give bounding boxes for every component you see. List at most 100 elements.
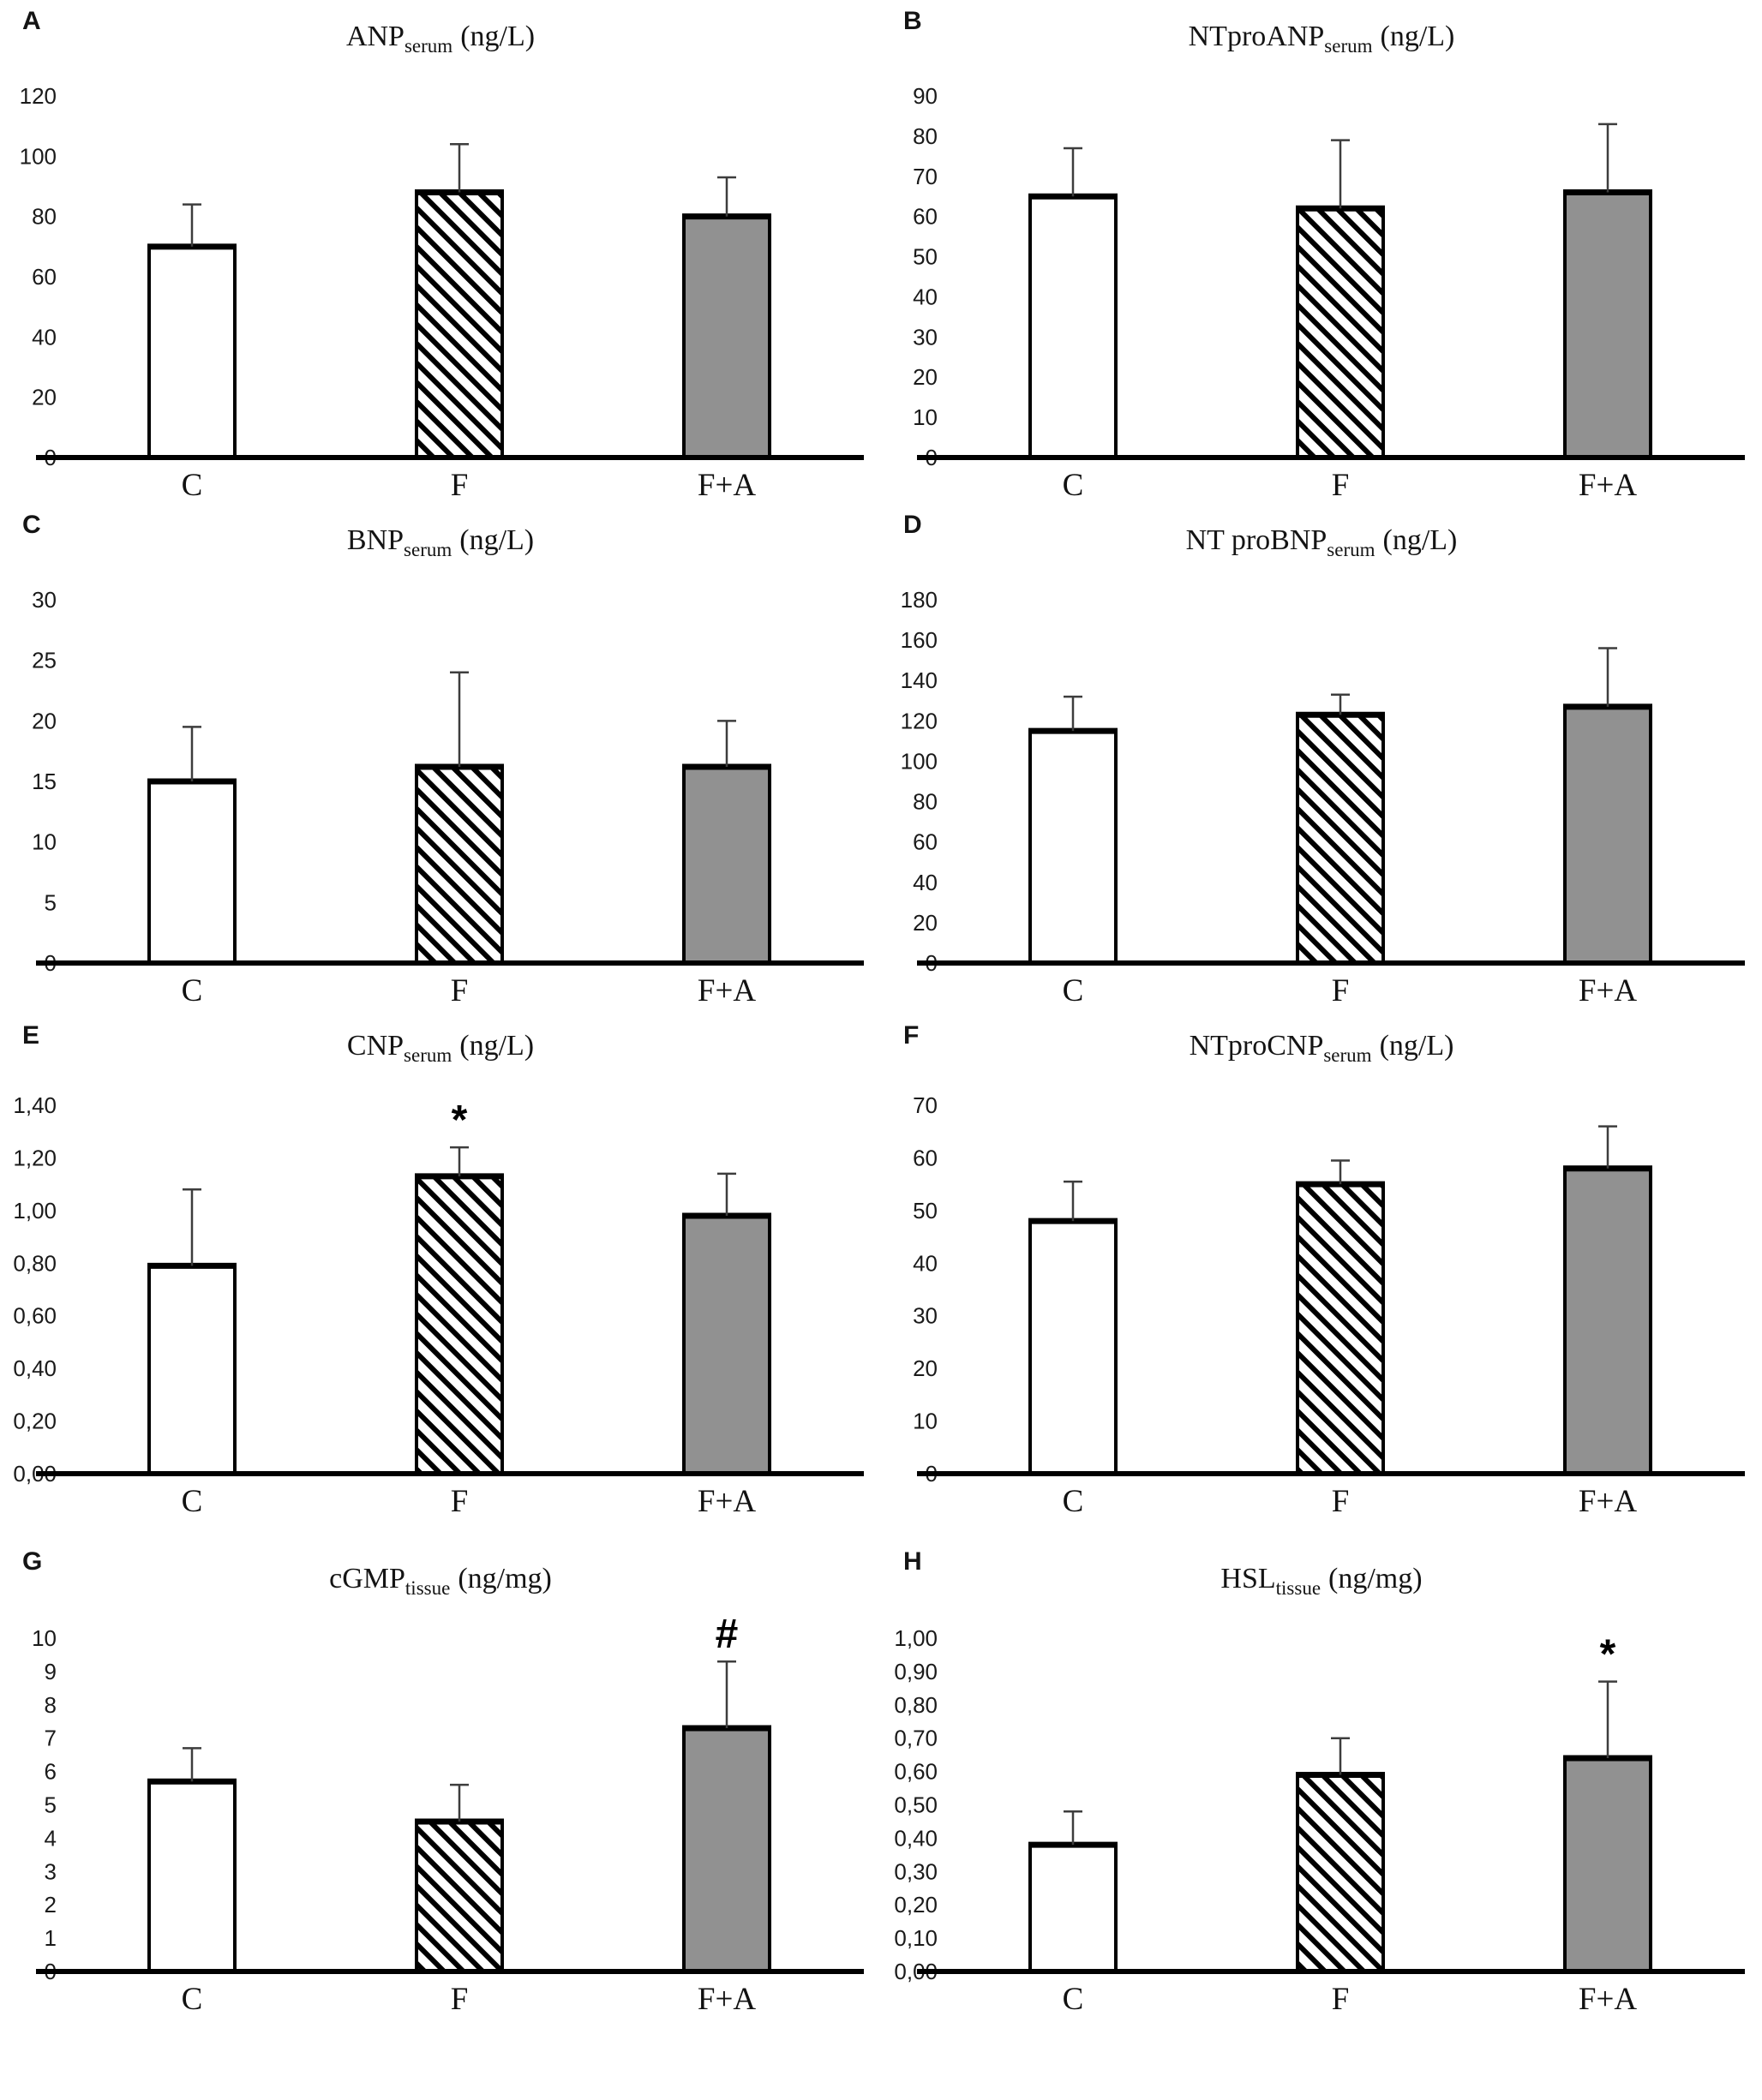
chart-title: NTproANPserum (ng/L) bbox=[1189, 21, 1455, 56]
y-tick-label: 60 bbox=[913, 204, 938, 230]
chart-title-bar: BNPserum (ng/L) bbox=[0, 504, 881, 560]
y-tick-label: 0,20 bbox=[894, 1892, 938, 1918]
bar-C bbox=[1028, 194, 1118, 459]
chart-title: cGMPtissue (ng/mg) bbox=[329, 1563, 552, 1598]
chart-title-bar: NT proBNPserum (ng/L) bbox=[881, 504, 1762, 560]
x-axis-label: C bbox=[182, 1484, 203, 1519]
panel-H: H HSLtissue (ng/mg) 1,00 0,90 0,80 0,70 0,60 0… bbox=[881, 1520, 1762, 2100]
y-tick-label: 7 bbox=[45, 1726, 57, 1751]
y-tick-label: 70 bbox=[913, 1092, 938, 1118]
y-tick-label: 0,20 bbox=[13, 1409, 57, 1434]
panel-letter: A bbox=[22, 7, 41, 35]
x-axis-label: F bbox=[451, 1484, 469, 1519]
y-tick-label: 40 bbox=[913, 870, 938, 895]
bar-chart: 180160140120100806040200CFF+A bbox=[901, 587, 1745, 1008]
bar-chart: 1,401,201,000,800,600,400,200,00C F F+A* bbox=[13, 1092, 864, 1519]
y-tick-label: 70 bbox=[913, 164, 938, 189]
panel-letter: H bbox=[903, 1547, 922, 1576]
chart-title: ANPserum (ng/L) bbox=[346, 21, 535, 56]
x-axis-label: C bbox=[1063, 1982, 1084, 2017]
panel-B: B NTproANPserum (ng/L) 90 80 70 60 50 40 30 20 10… bbox=[881, 0, 1762, 504]
y-tick-label: 0,30 bbox=[894, 1858, 938, 1884]
y-tick-label: 10 bbox=[913, 404, 938, 430]
x-axis-label: F+A bbox=[698, 973, 756, 1008]
title-unit: (ng/L) bbox=[1380, 21, 1455, 52]
title-subscript: serum bbox=[1323, 1044, 1372, 1066]
bar-F bbox=[415, 1819, 504, 1974]
y-tick-label: 120 bbox=[20, 83, 57, 109]
title-unit: (ng/L) bbox=[459, 524, 535, 556]
y-tick-label: 1 bbox=[45, 1925, 57, 1951]
x-axis-label: F bbox=[1332, 468, 1350, 503]
y-tick-label: 80 bbox=[32, 204, 57, 230]
title-subscript: serum bbox=[404, 538, 452, 560]
panel-letter: F bbox=[903, 1021, 920, 1050]
x-axis-label: F bbox=[451, 1982, 469, 2017]
chart-title-bar: NTproANPserum (ng/L) bbox=[881, 0, 1762, 56]
chart-title-bar: cGMPtissue (ng/mg) bbox=[0, 1520, 881, 1598]
y-tick-label: 80 bbox=[913, 123, 938, 149]
x-axis-label: F+A bbox=[1579, 1484, 1637, 1519]
bar-C bbox=[1028, 1843, 1118, 1973]
title-subscript: tissue bbox=[1275, 1576, 1322, 1599]
y-tick-label: 1,40 bbox=[13, 1092, 57, 1118]
title-subscript: serum bbox=[1324, 34, 1373, 57]
y-tick-label: 6 bbox=[45, 1759, 57, 1785]
y-tick-label: 0,10 bbox=[894, 1925, 938, 1951]
bar-C bbox=[147, 244, 237, 459]
title-main: HSL bbox=[1220, 1563, 1276, 1594]
x-axis-label: C bbox=[1063, 1484, 1084, 1519]
bar-F bbox=[1296, 1182, 1385, 1475]
y-tick-label: 10 bbox=[32, 829, 57, 855]
y-tick-label: 0,40 bbox=[894, 1825, 938, 1851]
panel-F: F NTproCNPserum(ng/L) 706050403020100CFF… bbox=[881, 1009, 1762, 1520]
y-tick-label: 20 bbox=[32, 708, 57, 733]
x-axis-label: C bbox=[182, 1982, 203, 2017]
y-tick-label: 40 bbox=[913, 284, 938, 309]
title-subscript: tissue bbox=[405, 1576, 451, 1599]
y-tick-label: 3 bbox=[45, 1858, 57, 1884]
y-tick-label: 20 bbox=[913, 1355, 938, 1381]
title-unit: (ng/L) bbox=[1382, 524, 1458, 556]
bar-F+A bbox=[682, 1726, 771, 1973]
title-unit: (ng/mg) bbox=[458, 1563, 552, 1594]
panel-A: A ANPserum(ng/L) 120100806040200CFF+A bbox=[0, 0, 881, 504]
bar-F+A bbox=[1563, 1756, 1652, 1973]
x-axis-label: F+A bbox=[698, 1982, 756, 2017]
y-tick-label: 1,00 bbox=[13, 1198, 57, 1224]
title-main: NT proBNP bbox=[1185, 524, 1327, 556]
title-subscript: serum bbox=[404, 1044, 452, 1066]
y-tick-label: 120 bbox=[901, 708, 938, 733]
chart-title: HSLtissue (ng/mg) bbox=[1220, 1563, 1422, 1598]
y-tick-label: 0,50 bbox=[894, 1792, 938, 1818]
bar-chart: 302520151050CFF+A bbox=[32, 587, 864, 1008]
y-tick-label: 50 bbox=[913, 1198, 938, 1224]
title-main: cGMP bbox=[329, 1563, 405, 1594]
y-tick-label: 60 bbox=[913, 829, 938, 855]
bar-C bbox=[147, 1780, 237, 1973]
x-axis-label: F bbox=[451, 468, 469, 503]
x-axis-label: F bbox=[1332, 1484, 1350, 1519]
panel-letter: D bbox=[903, 511, 922, 539]
y-tick-label: 1,00 bbox=[894, 1625, 938, 1651]
bar-F bbox=[1296, 713, 1385, 965]
y-tick-label: 2 bbox=[45, 1892, 57, 1918]
bar-F bbox=[415, 1174, 504, 1476]
y-tick-label: 20 bbox=[913, 910, 938, 936]
title-subscript: serum bbox=[1327, 538, 1375, 560]
chart-title: NTproCNPserum (ng/L) bbox=[1190, 1030, 1454, 1065]
x-axis-label: F+A bbox=[698, 468, 756, 503]
bar-F+A bbox=[1563, 190, 1652, 460]
bar-F+A bbox=[682, 1214, 771, 1475]
panel-letter: C bbox=[22, 511, 41, 539]
title-main: BNP bbox=[346, 524, 405, 556]
significance-marker: # bbox=[716, 1612, 739, 1657]
bar-chart: 109876543210CFF+A# bbox=[32, 1612, 864, 2017]
x-axis-label: C bbox=[182, 468, 203, 503]
y-tick-label: 50 bbox=[913, 244, 938, 270]
y-tick-label: 4 bbox=[45, 1825, 57, 1851]
bar-C bbox=[147, 1264, 237, 1475]
significance-marker: * bbox=[1600, 1632, 1616, 1678]
x-axis-label: F+A bbox=[1579, 973, 1637, 1008]
